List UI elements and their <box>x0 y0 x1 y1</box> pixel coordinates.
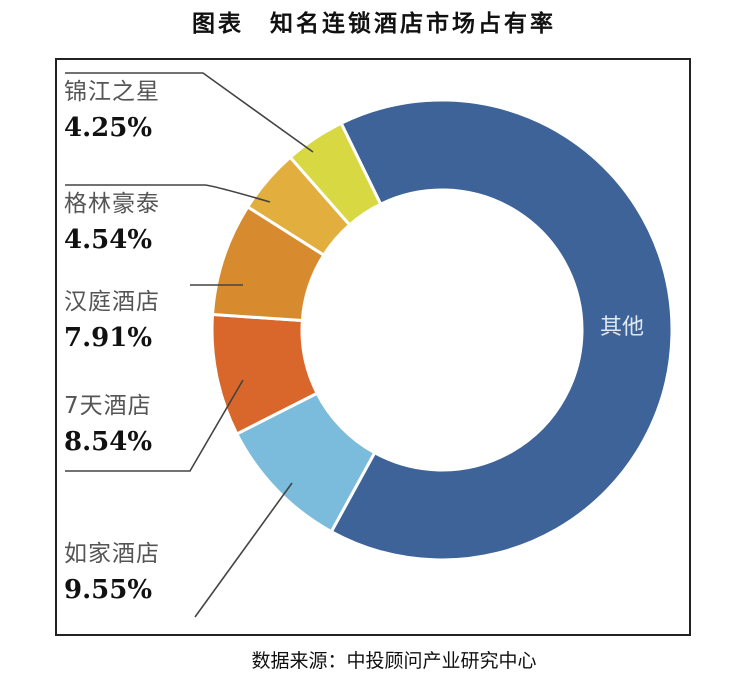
label-value: 4.25% <box>64 113 153 143</box>
leader-line-jinjiang <box>65 72 314 153</box>
slice-1 <box>329 98 674 562</box>
label-rujia: 如家酒店 9.55% <box>64 540 160 606</box>
label-value: 7.91% <box>64 323 153 353</box>
label-value: 4.54% <box>64 225 153 255</box>
label-name: 锦江之星 <box>64 79 160 105</box>
label-value: 8.54% <box>64 427 153 457</box>
leader-line-gelin <box>65 184 271 203</box>
leader-line-rujia <box>194 482 293 618</box>
data-source: 数据来源：中投顾问产业研究中心 <box>251 650 537 672</box>
label-hanting: 汉庭酒店 7.91% <box>64 288 160 354</box>
label-value: 9.55% <box>64 575 153 605</box>
label-name: 格林豪泰 <box>64 191 160 217</box>
chart-title: 图表 知名连锁酒店市场占有率 <box>192 10 556 37</box>
label-name: 汉庭酒店 <box>64 289 160 315</box>
label-name: 7天酒店 <box>64 393 152 419</box>
label-7days: 7天酒店 8.54% <box>64 392 152 458</box>
label-jinjiang: 锦江之星 4.25% <box>64 78 160 144</box>
leader-line-7days <box>65 379 244 472</box>
label-name: 如家酒店 <box>64 541 160 567</box>
label-gelin: 格林豪泰 4.54% <box>64 190 160 256</box>
chart-frame <box>55 58 691 636</box>
slice-label-other: 其他 <box>600 315 644 340</box>
